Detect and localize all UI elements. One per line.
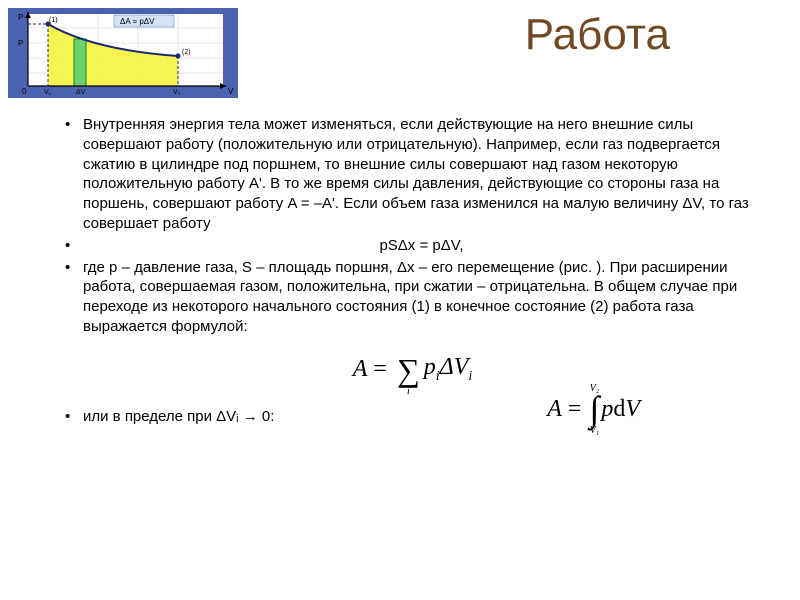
svg-text:(1): (1) xyxy=(49,17,58,24)
int-eq: = xyxy=(568,396,582,423)
pv-diagram: P P 0 V₁ ΔV V₂ V (1) (2) ΔA = pΔV xyxy=(8,8,238,98)
svg-text:P: P xyxy=(18,13,23,22)
sum-term: piΔVi xyxy=(424,354,473,385)
integral-formula: A = V₂ ∫ V₁ pdV xyxy=(547,384,640,434)
limit-text: или в пределе при ΔVᵢ → 0: xyxy=(83,408,274,425)
integral-icon: V₂ ∫ V₁ xyxy=(589,384,599,434)
int-A: A xyxy=(547,396,562,423)
paragraph-1: Внутренняя энергия тела может изменяться… xyxy=(65,115,760,234)
svg-text:V₁: V₁ xyxy=(44,89,52,96)
svg-text:P: P xyxy=(18,39,23,48)
svg-text:ΔV: ΔV xyxy=(76,89,86,96)
svg-text:0: 0 xyxy=(22,87,27,96)
sum-A: A xyxy=(353,356,368,383)
int-term: pdV xyxy=(601,396,640,423)
paragraph-3: или в пределе при ΔVᵢ → 0: xyxy=(65,407,760,427)
svg-text:V₂: V₂ xyxy=(173,89,181,96)
svg-text:(2): (2) xyxy=(182,49,191,56)
equation-inline: pSΔx = pΔV, xyxy=(65,236,760,256)
svg-text:V: V xyxy=(228,87,234,96)
sum-eq: = xyxy=(373,356,387,383)
paragraph-2: где p – давление газа, S – площадь поршн… xyxy=(65,258,760,337)
sigma-icon: ∑ i xyxy=(397,343,420,397)
body-content: Внутренняя энергия тела может изменяться… xyxy=(65,115,760,429)
sum-formula: A = ∑ i piΔVi xyxy=(65,343,760,397)
svg-text:ΔA = pΔV: ΔA = pΔV xyxy=(120,17,155,26)
page-title: Работа xyxy=(525,10,670,60)
